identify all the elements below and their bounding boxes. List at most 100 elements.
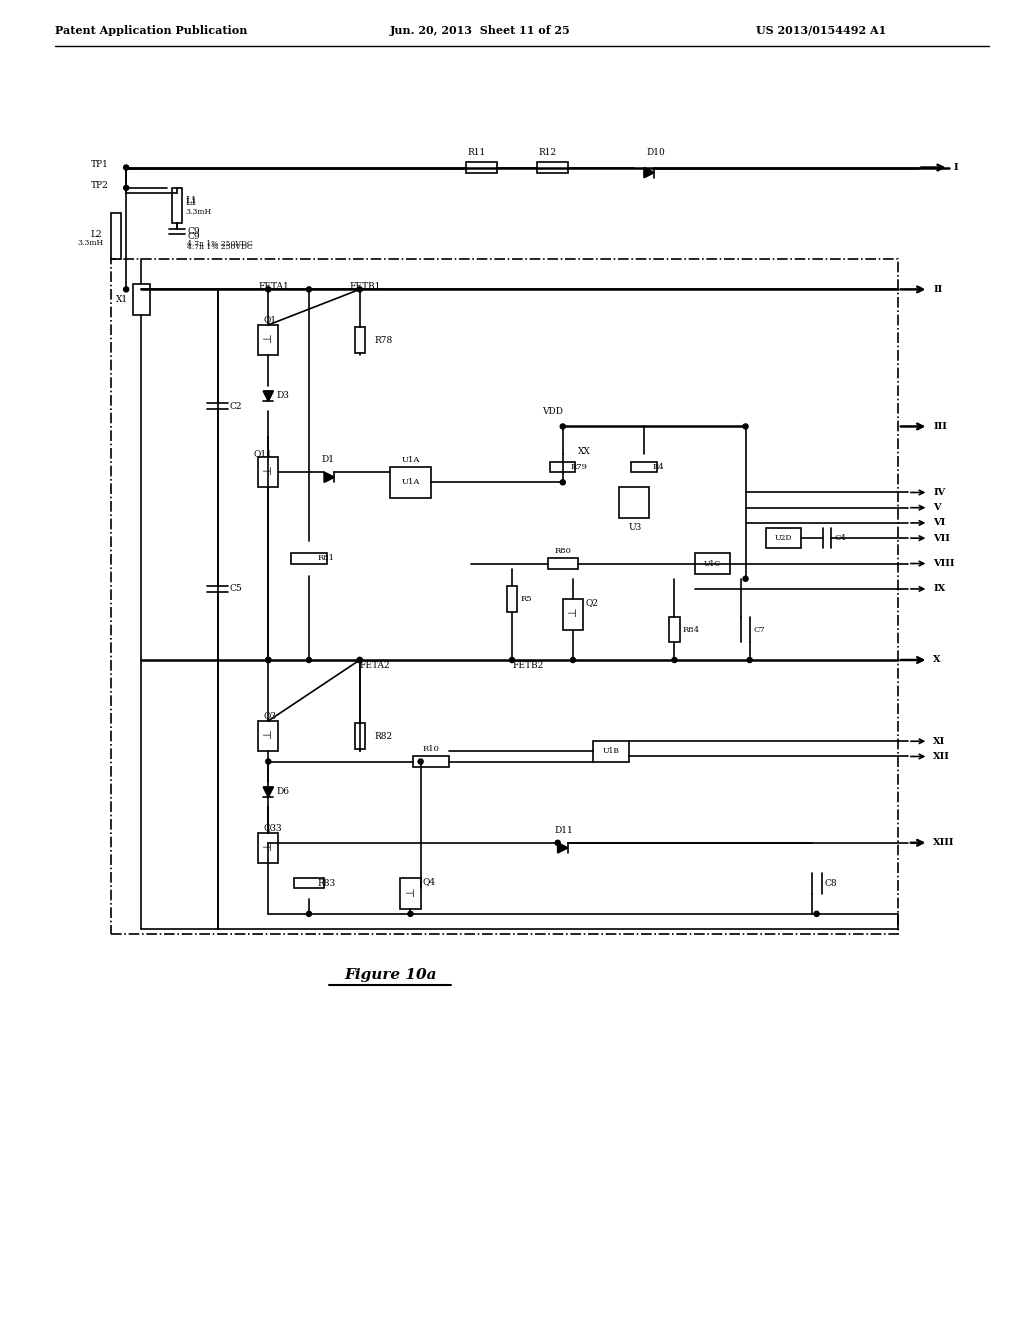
Text: C2: C2 — [229, 401, 243, 411]
Text: D11: D11 — [555, 826, 573, 836]
Text: FETB2: FETB2 — [512, 660, 544, 669]
Text: X1: X1 — [116, 296, 128, 304]
Text: FETA1: FETA1 — [258, 282, 289, 290]
Text: Patent Application Publication: Patent Application Publication — [55, 25, 248, 36]
Bar — [258, 833, 279, 863]
Circle shape — [748, 657, 753, 663]
Bar — [670, 616, 680, 643]
Text: ⊣: ⊣ — [261, 467, 271, 477]
Circle shape — [743, 424, 749, 429]
Text: III: III — [934, 422, 947, 430]
Text: ⊣: ⊣ — [261, 843, 271, 853]
Text: R12: R12 — [539, 148, 557, 157]
Circle shape — [124, 185, 129, 190]
Circle shape — [357, 657, 362, 663]
Text: XII: XII — [934, 752, 950, 760]
Text: 3.3mH: 3.3mH — [78, 239, 103, 247]
Bar — [593, 742, 629, 762]
Text: Figure 10a: Figure 10a — [344, 968, 436, 982]
Text: D3: D3 — [276, 392, 290, 400]
Bar — [507, 586, 517, 611]
Circle shape — [560, 424, 565, 429]
Text: Jun. 20, 2013  Sheet 11 of 25: Jun. 20, 2013 Sheet 11 of 25 — [390, 25, 571, 36]
Text: U2D: U2D — [775, 535, 793, 543]
Circle shape — [306, 911, 311, 916]
Text: R78: R78 — [375, 335, 393, 345]
Text: Q2: Q2 — [585, 598, 598, 607]
Text: 3.3mH: 3.3mH — [185, 207, 211, 215]
Circle shape — [124, 286, 129, 292]
Bar — [354, 723, 365, 748]
Text: XIII: XIII — [934, 838, 955, 847]
Circle shape — [306, 657, 311, 663]
Text: VIII: VIII — [934, 560, 955, 568]
Bar — [632, 462, 656, 473]
Bar — [466, 162, 497, 173]
Text: VI: VI — [934, 519, 945, 528]
Text: ⊣: ⊣ — [261, 731, 271, 741]
Text: FETA2: FETA2 — [359, 660, 390, 669]
Circle shape — [510, 657, 514, 663]
Polygon shape — [325, 473, 334, 482]
Text: ⊣: ⊣ — [566, 610, 575, 619]
Text: 4.7n 1% 250VDC: 4.7n 1% 250VDC — [187, 240, 253, 248]
Text: U1C: U1C — [703, 560, 721, 568]
Text: 4.7n 1% 250VDC: 4.7n 1% 250VDC — [187, 243, 253, 251]
Text: R10: R10 — [422, 746, 439, 754]
Polygon shape — [263, 787, 273, 797]
Text: IX: IX — [934, 585, 945, 594]
Bar — [291, 553, 327, 564]
Text: R81: R81 — [317, 554, 334, 562]
Bar — [172, 187, 182, 223]
Text: L2: L2 — [90, 230, 102, 239]
Text: L1: L1 — [185, 197, 197, 205]
Circle shape — [408, 911, 413, 916]
Text: U1B: U1B — [602, 747, 620, 755]
Bar — [618, 487, 649, 517]
Bar — [111, 214, 121, 259]
Text: FETB1: FETB1 — [349, 282, 381, 290]
Bar — [766, 528, 802, 548]
Text: C8: C8 — [824, 879, 838, 888]
Text: R84: R84 — [683, 626, 699, 634]
Bar — [294, 878, 325, 888]
Bar — [694, 553, 730, 574]
Circle shape — [357, 657, 362, 663]
Bar — [548, 558, 578, 569]
Text: Q11: Q11 — [253, 449, 272, 458]
Circle shape — [266, 657, 270, 663]
Text: U1A: U1A — [401, 478, 420, 486]
Bar — [133, 284, 150, 314]
Text: C5: C5 — [229, 585, 243, 594]
Text: Q1: Q1 — [263, 315, 276, 325]
Circle shape — [124, 165, 129, 170]
Circle shape — [418, 759, 423, 764]
Circle shape — [357, 286, 362, 292]
Text: ⊣: ⊣ — [261, 335, 271, 345]
Text: II: II — [934, 285, 943, 294]
Text: ⊣: ⊣ — [403, 888, 414, 899]
Text: TP2: TP2 — [90, 181, 109, 190]
Bar — [258, 325, 279, 355]
Text: C9: C9 — [187, 232, 200, 242]
Circle shape — [570, 657, 575, 663]
Polygon shape — [644, 168, 654, 178]
Text: IV: IV — [934, 488, 945, 496]
Text: D6: D6 — [276, 788, 290, 796]
Circle shape — [266, 759, 270, 764]
Text: D1: D1 — [322, 455, 334, 465]
Bar — [400, 878, 421, 908]
Text: R11: R11 — [467, 148, 485, 157]
Bar — [258, 721, 279, 751]
Text: V: V — [934, 503, 941, 512]
Circle shape — [306, 286, 311, 292]
Polygon shape — [263, 391, 273, 401]
Bar — [354, 327, 365, 352]
Text: TP1: TP1 — [90, 160, 109, 169]
Circle shape — [672, 657, 677, 663]
Text: R4: R4 — [652, 463, 664, 471]
Circle shape — [814, 911, 819, 916]
Bar — [538, 162, 568, 173]
Bar — [111, 259, 898, 935]
Circle shape — [266, 286, 270, 292]
